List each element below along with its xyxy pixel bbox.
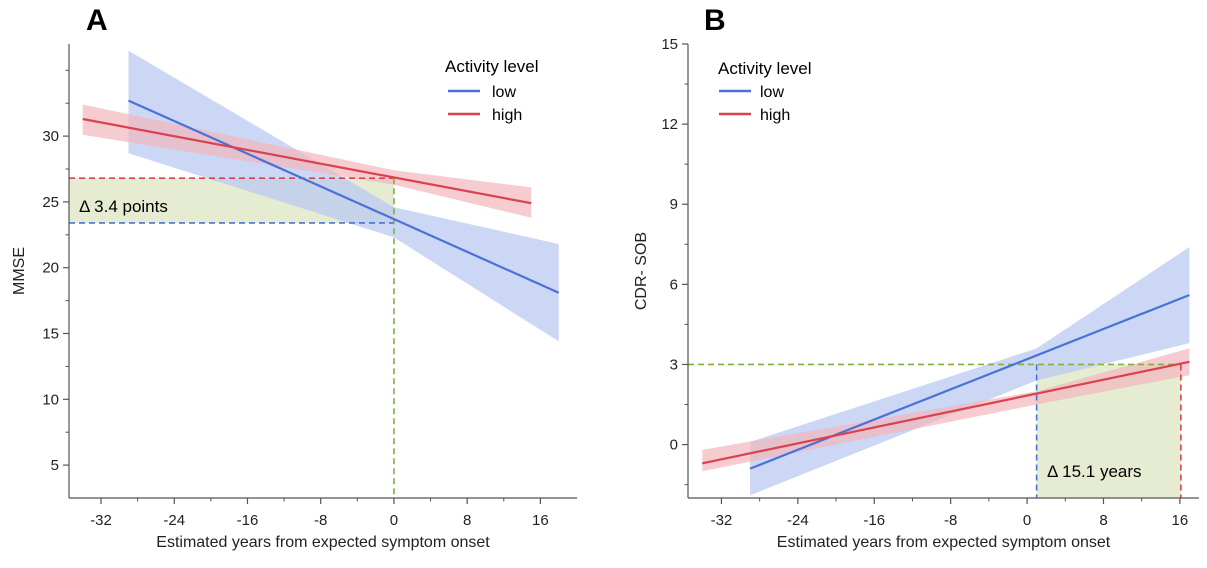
y-tick-label: 30 <box>42 128 59 145</box>
y-tick-label: 9 <box>670 196 678 213</box>
y-axis-title: MMSE <box>11 247 28 295</box>
confidence-band-high <box>702 348 1190 472</box>
x-tick-label: 0 <box>1023 512 1031 529</box>
legend: Activity level low high <box>718 59 812 124</box>
legend-label-low: low <box>760 84 784 101</box>
x-axis-title: Estimated years from expected symptom on… <box>777 534 1111 551</box>
x-tick-label: 16 <box>532 512 549 529</box>
x-axis-title: Estimated years from expected symptom on… <box>156 534 490 551</box>
series-line-low <box>749 294 1190 470</box>
series-line-high <box>82 117 532 205</box>
x-tick-label: -16 <box>237 512 259 529</box>
y-tick-label: 20 <box>42 260 59 277</box>
series-line-low <box>128 99 560 294</box>
y-tick-label: 15 <box>42 326 59 343</box>
legend-label-low: low <box>492 84 516 101</box>
x-tick-label: -8 <box>944 512 957 529</box>
series-line-high <box>702 360 1190 465</box>
legend: Activity level low high <box>445 57 539 124</box>
panel-letter: A <box>86 4 108 37</box>
x-tick-label: -32 <box>711 512 733 529</box>
x-tick-label: 8 <box>1099 512 1107 529</box>
legend-title: Activity level <box>445 57 539 76</box>
x-tick-label: -8 <box>314 512 327 529</box>
x-tick-label: 16 <box>1172 512 1189 529</box>
chart-panel-a: A -32 -24 -16 -8 0 8 16 5 10 15 20 25 30 Estimated yea… <box>11 4 577 551</box>
x-tick-label: -16 <box>863 512 885 529</box>
difference-annotation: Δ 3.4 points <box>79 197 168 216</box>
chart-panel-b: B -32 -24 -16 -8 0 8 16 0 3 6 9 12 15 Estimated years … <box>633 4 1199 551</box>
y-tick-label: 3 <box>670 356 678 373</box>
y-tick-label: 25 <box>42 194 59 211</box>
y-tick-label: 5 <box>51 457 59 474</box>
x-tick-label: -32 <box>90 512 112 529</box>
x-tick-label: 0 <box>390 512 398 529</box>
legend-label-high: high <box>492 107 522 124</box>
difference-annotation: Δ 15.1 years <box>1047 462 1142 481</box>
x-tick-label: -24 <box>787 512 809 529</box>
y-tick-label: 10 <box>42 391 59 408</box>
panel-letter: B <box>704 4 726 37</box>
x-tick-label: 8 <box>463 512 471 529</box>
legend-title: Activity level <box>718 59 812 78</box>
y-axis-title: CDR- SOB <box>633 232 650 310</box>
y-tick-label: 0 <box>670 437 678 454</box>
y-tick-label: 12 <box>661 116 678 133</box>
legend-label-high: high <box>760 107 790 124</box>
y-tick-label: 6 <box>670 276 678 293</box>
x-tick-label: -24 <box>163 512 185 529</box>
y-tick-label: 15 <box>661 36 678 53</box>
